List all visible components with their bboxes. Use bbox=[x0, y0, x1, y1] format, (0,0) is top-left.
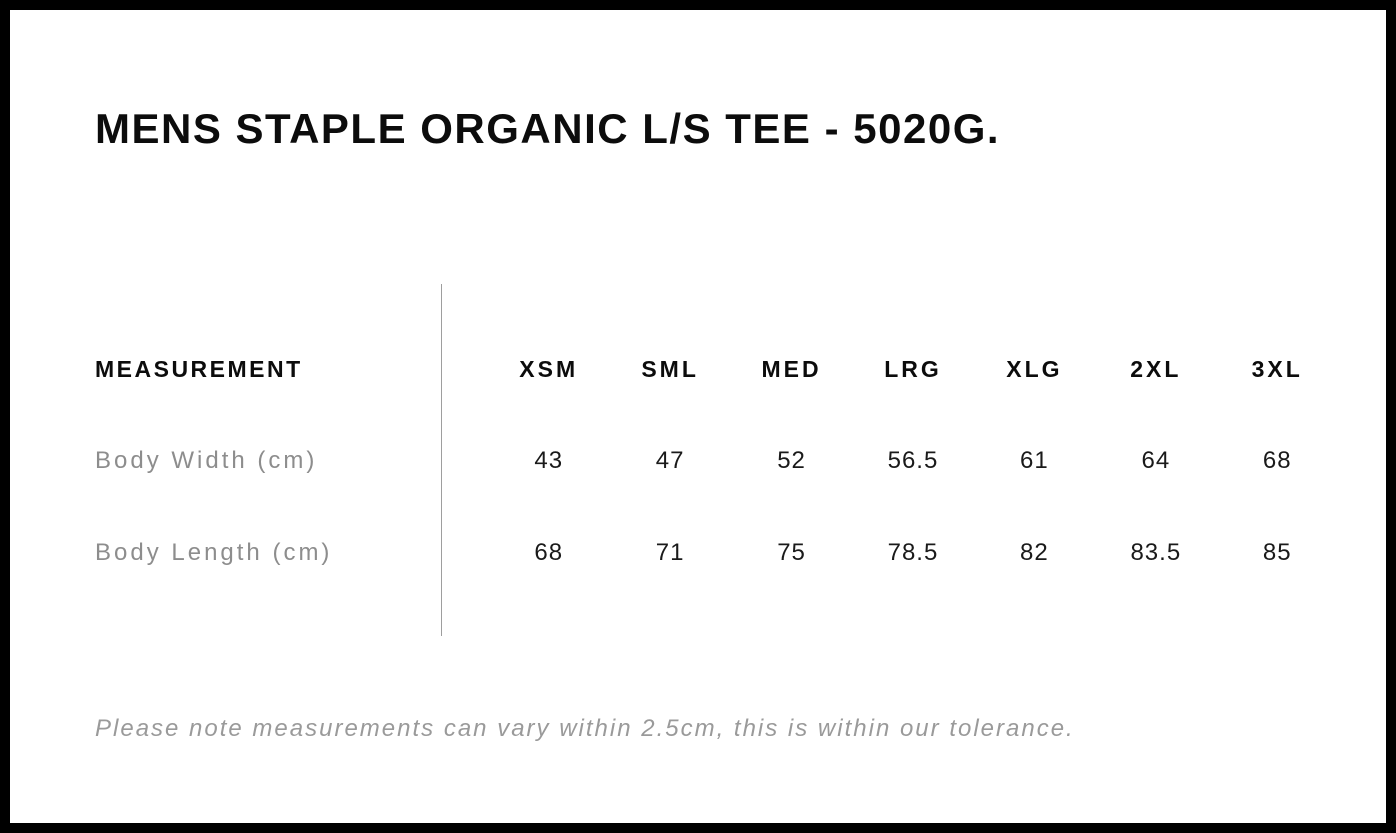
body-length-cells: 68 71 75 78.5 82 83.5 85 bbox=[441, 539, 1338, 567]
body-length-med: 75 bbox=[777, 539, 806, 566]
body-length-xlg: 82 bbox=[1020, 539, 1049, 566]
size-header-sml: SML bbox=[641, 355, 699, 382]
tolerance-note: Please note measurements can vary within… bbox=[95, 715, 1075, 742]
size-header-lrg: LRG bbox=[884, 355, 942, 382]
table-row-body-width: Body Width (cm) 43 47 52 56.5 61 64 68 bbox=[95, 415, 1338, 507]
body-width-3xl: 68 bbox=[1262, 447, 1292, 474]
size-chart-header-row: MEASUREMENT XSM SML MED LRG XLG 2XL 3XL bbox=[95, 323, 1338, 415]
table-row-body-length: Body Length (cm) 68 71 75 78.5 82 83.5 8… bbox=[95, 507, 1338, 599]
body-width-sml: 47 bbox=[655, 447, 685, 474]
row-label-body-length: Body Length (cm) bbox=[95, 539, 333, 566]
body-length-3xl: 85 bbox=[1262, 539, 1292, 566]
size-chart-table: MEASUREMENT XSM SML MED LRG XLG 2XL 3XL … bbox=[95, 284, 1338, 636]
size-header-cells: XSM SML MED LRG XLG 2XL 3XL bbox=[441, 356, 1338, 383]
body-length-lrg: 78.5 bbox=[887, 539, 939, 566]
row-label-body-width: Body Width (cm) bbox=[95, 447, 318, 474]
body-width-lrg: 56.5 bbox=[887, 447, 939, 474]
measurement-column-header: MEASUREMENT bbox=[95, 355, 303, 382]
body-width-med: 52 bbox=[777, 447, 806, 474]
size-header-med: MED bbox=[761, 355, 822, 382]
size-header-2xl: 2XL bbox=[1130, 355, 1182, 382]
body-length-sml: 71 bbox=[655, 539, 685, 566]
body-width-xsm: 43 bbox=[534, 447, 564, 474]
size-header-3xl: 3XL bbox=[1251, 355, 1303, 382]
page-title: MENS STAPLE ORGANIC L/S TEE - 5020G. bbox=[95, 105, 1001, 152]
vertical-divider bbox=[441, 284, 442, 636]
body-width-xlg: 61 bbox=[1020, 447, 1049, 474]
body-length-2xl: 83.5 bbox=[1130, 539, 1182, 566]
body-width-2xl: 64 bbox=[1141, 447, 1171, 474]
body-length-xsm: 68 bbox=[534, 539, 564, 566]
size-header-xsm: XSM bbox=[519, 355, 579, 382]
size-header-xlg: XLG bbox=[1006, 355, 1063, 382]
body-width-cells: 43 47 52 56.5 61 64 68 bbox=[441, 447, 1338, 475]
